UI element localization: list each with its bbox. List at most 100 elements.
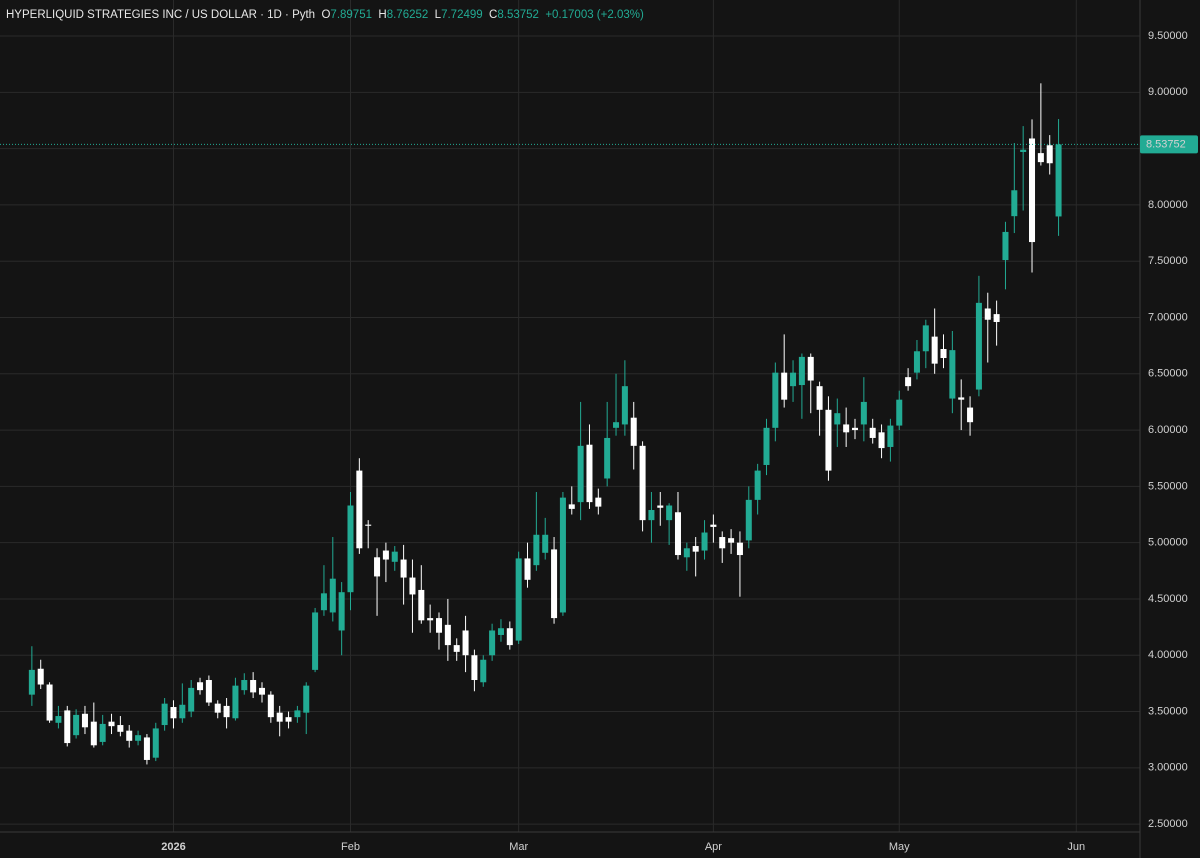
grid [0, 0, 1140, 832]
ohlc-value: 8.53752 [497, 9, 539, 21]
candle-body [533, 534, 540, 566]
candle-body [975, 302, 982, 390]
candle-body [170, 707, 177, 719]
candle-body [621, 386, 628, 425]
candle-body [214, 703, 221, 713]
y-tick-label: 5.00000 [1148, 537, 1188, 549]
x-tick-label: Apr [705, 841, 722, 853]
candle-body [869, 427, 876, 438]
candle-body [143, 737, 150, 760]
candle-body [896, 399, 903, 426]
candle-body [577, 445, 584, 503]
candle-body [781, 372, 788, 400]
candle-body [347, 505, 354, 593]
ohlc-value: 8.76252 [387, 9, 429, 21]
candles [28, 83, 1062, 765]
candle-body [949, 350, 956, 399]
x-tick-label: Jun [1067, 841, 1085, 853]
candle-body [382, 550, 389, 560]
candle-body [878, 432, 885, 449]
candle-body [312, 612, 319, 670]
ohlc-label: C [489, 9, 497, 21]
candle-body [418, 589, 425, 621]
candle-body [427, 618, 434, 621]
candle-body [586, 444, 593, 503]
candle-body [674, 512, 681, 556]
ohlc-label: L [435, 9, 442, 21]
candle-body [967, 407, 974, 423]
candle-body [905, 377, 912, 387]
candle-body [1037, 153, 1044, 163]
candle-body [860, 401, 867, 425]
candle-body [285, 717, 292, 722]
candle-body [161, 703, 168, 726]
candle-body [480, 659, 487, 683]
candle-body [1002, 231, 1009, 261]
candle-body [913, 351, 920, 373]
candle-body [1020, 149, 1027, 152]
candle-body [197, 682, 204, 691]
candle-body [329, 578, 336, 613]
candle-body [241, 680, 248, 691]
last-price-box [1140, 135, 1198, 154]
candle-body [604, 437, 611, 479]
y-tick-label: 9.50000 [1148, 30, 1188, 42]
candle-body [497, 628, 504, 635]
y-tick-label: 6.50000 [1148, 368, 1188, 380]
candle-body [763, 427, 770, 465]
y-tick-label: 6.00000 [1148, 424, 1188, 436]
candle-body [639, 445, 646, 521]
candle-body [515, 558, 522, 641]
candle-body [489, 630, 496, 656]
symbol-title: HYPERLIQUID STRATEGIES INC / US DOLLAR ·… [6, 9, 315, 21]
x-tick-label: Feb [341, 841, 360, 853]
candle-body [64, 710, 71, 744]
candle-body [648, 510, 655, 521]
candle-body [887, 425, 894, 447]
candle-body [825, 409, 832, 471]
candle-body [745, 499, 752, 541]
candle-body [931, 336, 938, 364]
candle-body [117, 725, 124, 732]
candle-body [559, 497, 566, 613]
candle-body [303, 685, 310, 713]
candle-body [99, 723, 106, 742]
y-tick-label: 9.00000 [1148, 86, 1188, 98]
candle-body [28, 669, 35, 695]
candle-body [471, 655, 478, 681]
candle-body [551, 549, 558, 619]
candle-body [683, 548, 690, 558]
candle-body [46, 684, 53, 721]
candle-body [276, 712, 283, 722]
candle-body [843, 424, 850, 433]
candle-body [993, 314, 1000, 322]
candle-body [409, 577, 416, 595]
candle-body [728, 538, 735, 543]
y-tick-label: 3.00000 [1148, 762, 1188, 774]
candle-body [542, 534, 549, 553]
candle-body [851, 427, 859, 431]
y-tick-label: 7.50000 [1148, 255, 1188, 267]
candle-body [719, 537, 726, 549]
y-tick-label: 5.50000 [1148, 480, 1188, 492]
last-price-label: 8.53752 [1146, 138, 1186, 150]
ohlc-value: 7.72499 [441, 9, 483, 21]
candle-body [356, 470, 363, 549]
legend-header: HYPERLIQUID STRATEGIES INC / US DOLLAR ·… [6, 9, 644, 21]
y-tick-label: 2.50000 [1148, 818, 1188, 830]
candle-body [1029, 138, 1036, 243]
candle-body [630, 417, 637, 446]
candle-body [188, 687, 195, 712]
candle-body [374, 557, 381, 577]
candle-body [135, 735, 142, 741]
candle-body [524, 558, 531, 580]
candle-body [506, 628, 513, 646]
candle-body [692, 546, 699, 552]
candle-body [790, 372, 797, 387]
candle-body [834, 413, 841, 425]
candle-body [1011, 190, 1018, 217]
candle-body [435, 618, 443, 633]
y-tick-label: 8.00000 [1148, 199, 1188, 211]
candle-body [736, 542, 743, 556]
candle-body [798, 356, 805, 386]
